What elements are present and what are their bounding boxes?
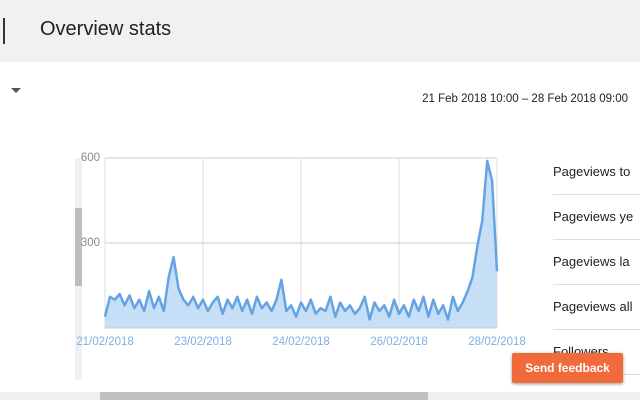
x-tick-label: 24/02/2018 [272, 336, 330, 348]
send-feedback-button[interactable]: Send feedback [512, 353, 623, 383]
header: Overview stats [0, 0, 640, 62]
date-range: 21 Feb 2018 10:00 – 28 Feb 2018 09:00 [422, 93, 628, 105]
y-tick-label: 300 [81, 237, 100, 249]
line [103, 159, 499, 321]
x-tick-label: 26/02/2018 [370, 336, 428, 348]
scroll-thumb[interactable] [100, 392, 428, 400]
horizontal-scrollbar[interactable] [0, 392, 640, 400]
stats-item[interactable]: Pageviews ye [553, 195, 640, 240]
chart: 300 600 21/02/2018 23/02/2018 24/02/2018 26/0… [76, 152, 526, 348]
y-tick-label: 600 [81, 152, 100, 164]
dropdown-caret[interactable] [11, 88, 21, 93]
page-title: Overview stats [40, 18, 172, 40]
stats-list: Pageviews to Pageviews ye Pageviews la Page… [553, 150, 640, 375]
stats-item[interactable]: Pageviews to [553, 150, 640, 195]
stats-item[interactable]: Pageviews la [553, 240, 640, 285]
scroll-thumb[interactable] [75, 208, 82, 286]
x-tick-label: 28/02/2018 [468, 336, 526, 348]
vertical-scrollbar[interactable] [75, 158, 82, 380]
x-tick-label: 23/02/2018 [174, 336, 232, 348]
stats-item[interactable]: Pageviews all [553, 285, 640, 330]
menu-divider [3, 18, 5, 44]
x-tick-label: 21/02/2018 [76, 336, 134, 348]
